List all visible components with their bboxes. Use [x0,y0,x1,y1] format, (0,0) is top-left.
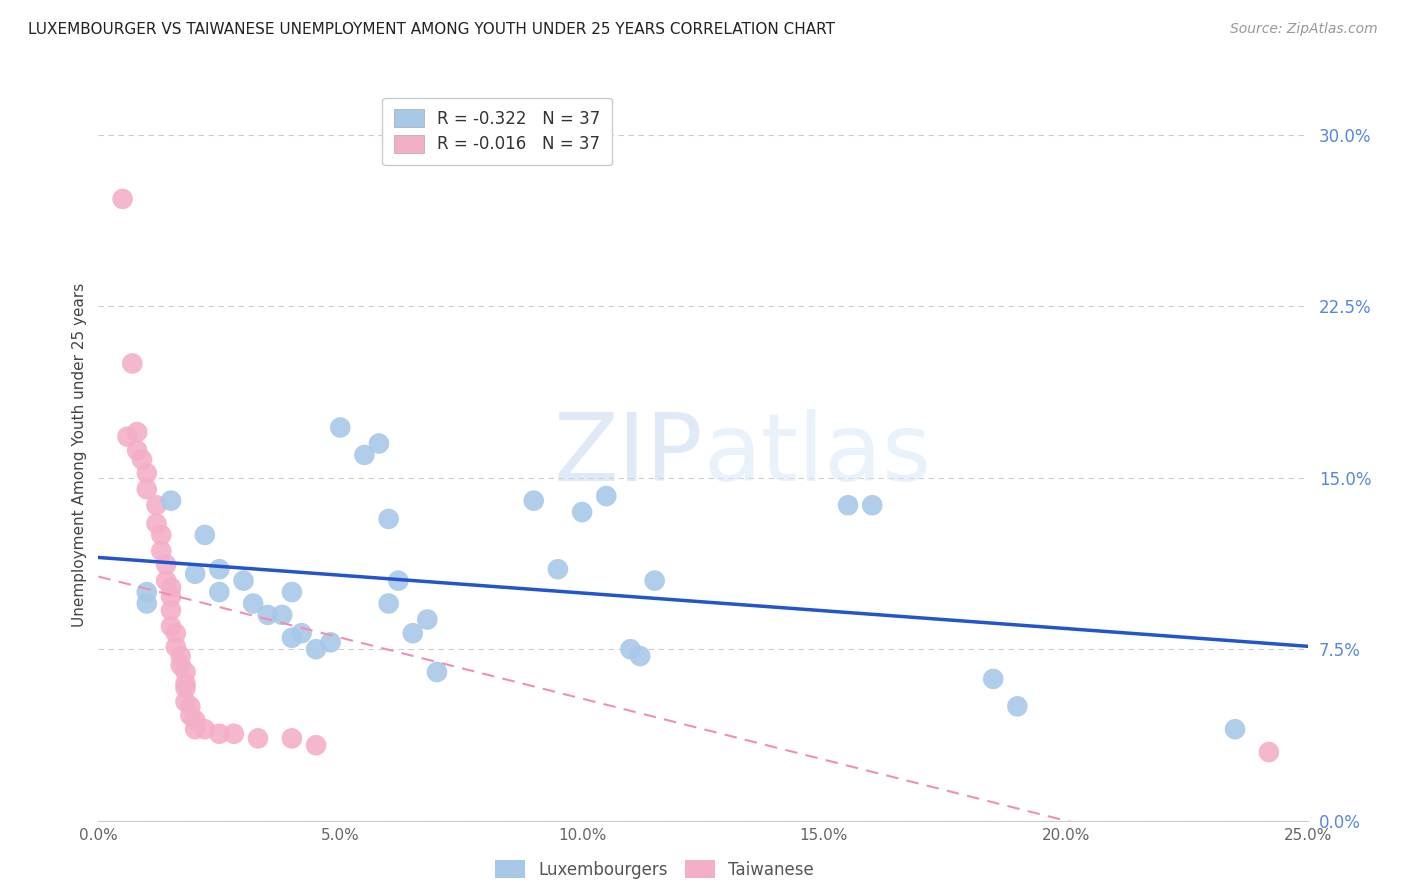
Point [135,482,157,496]
Point [271,607,294,622]
Point [242,597,264,611]
Point [860,498,883,512]
Point [256,607,278,622]
Point [402,626,425,640]
Text: ZIP: ZIP [554,409,703,501]
Point [150,528,173,542]
Point [281,631,304,645]
Point [127,425,149,439]
Point [174,676,197,690]
Point [837,498,859,512]
Point [368,436,391,450]
Point [160,619,183,633]
Point [160,581,183,595]
Point [1223,723,1246,737]
Point [165,640,187,654]
Point [1257,745,1279,759]
Point [290,626,312,640]
Point [145,498,167,512]
Point [135,466,157,480]
Point [329,420,352,434]
Point [169,658,191,673]
Point [160,493,183,508]
Point [174,695,197,709]
Text: atlas: atlas [703,409,931,501]
Point [208,562,231,576]
Point [194,723,217,737]
Point [160,590,183,604]
Point [145,516,167,531]
Point [117,429,139,443]
Point [523,493,546,508]
Point [135,585,157,599]
Point [232,574,254,588]
Text: Source: ZipAtlas.com: Source: ZipAtlas.com [1230,22,1378,37]
Point [194,528,217,542]
Point [155,574,177,588]
Point [628,649,651,664]
Point [305,642,328,657]
Point [208,585,231,599]
Point [571,505,593,519]
Point [305,738,328,752]
Point [619,642,641,657]
Point [595,489,617,503]
Text: LUXEMBOURGER VS TAIWANESE UNEMPLOYMENT AMONG YOUTH UNDER 25 YEARS CORRELATION CH: LUXEMBOURGER VS TAIWANESE UNEMPLOYMENT A… [28,22,835,37]
Point [416,613,439,627]
Point [377,512,399,526]
Point [165,626,187,640]
Point [281,731,304,746]
Point [426,665,449,679]
Point [981,672,1004,686]
Point [222,727,245,741]
Point [547,562,569,576]
Point [155,558,177,572]
Point [160,603,183,617]
Point [131,452,153,467]
Point [135,597,157,611]
Point [174,665,197,679]
Point [353,448,375,462]
Point [387,574,409,588]
Point [247,731,270,746]
Point [111,192,134,206]
Point [179,699,201,714]
Point [281,585,304,599]
Point [319,635,342,649]
Point [179,708,201,723]
Point [169,649,191,664]
Point [644,574,666,588]
Point [121,356,143,371]
Point [377,597,399,611]
Point [174,681,197,695]
Point [127,443,149,458]
Point [150,544,173,558]
Point [184,713,207,727]
Point [184,566,207,581]
Point [208,727,231,741]
Point [184,723,207,737]
Y-axis label: Unemployment Among Youth under 25 years: Unemployment Among Youth under 25 years [72,283,87,627]
Legend: Luxembourgers, Taiwanese: Luxembourgers, Taiwanese [489,854,821,886]
Point [1007,699,1029,714]
